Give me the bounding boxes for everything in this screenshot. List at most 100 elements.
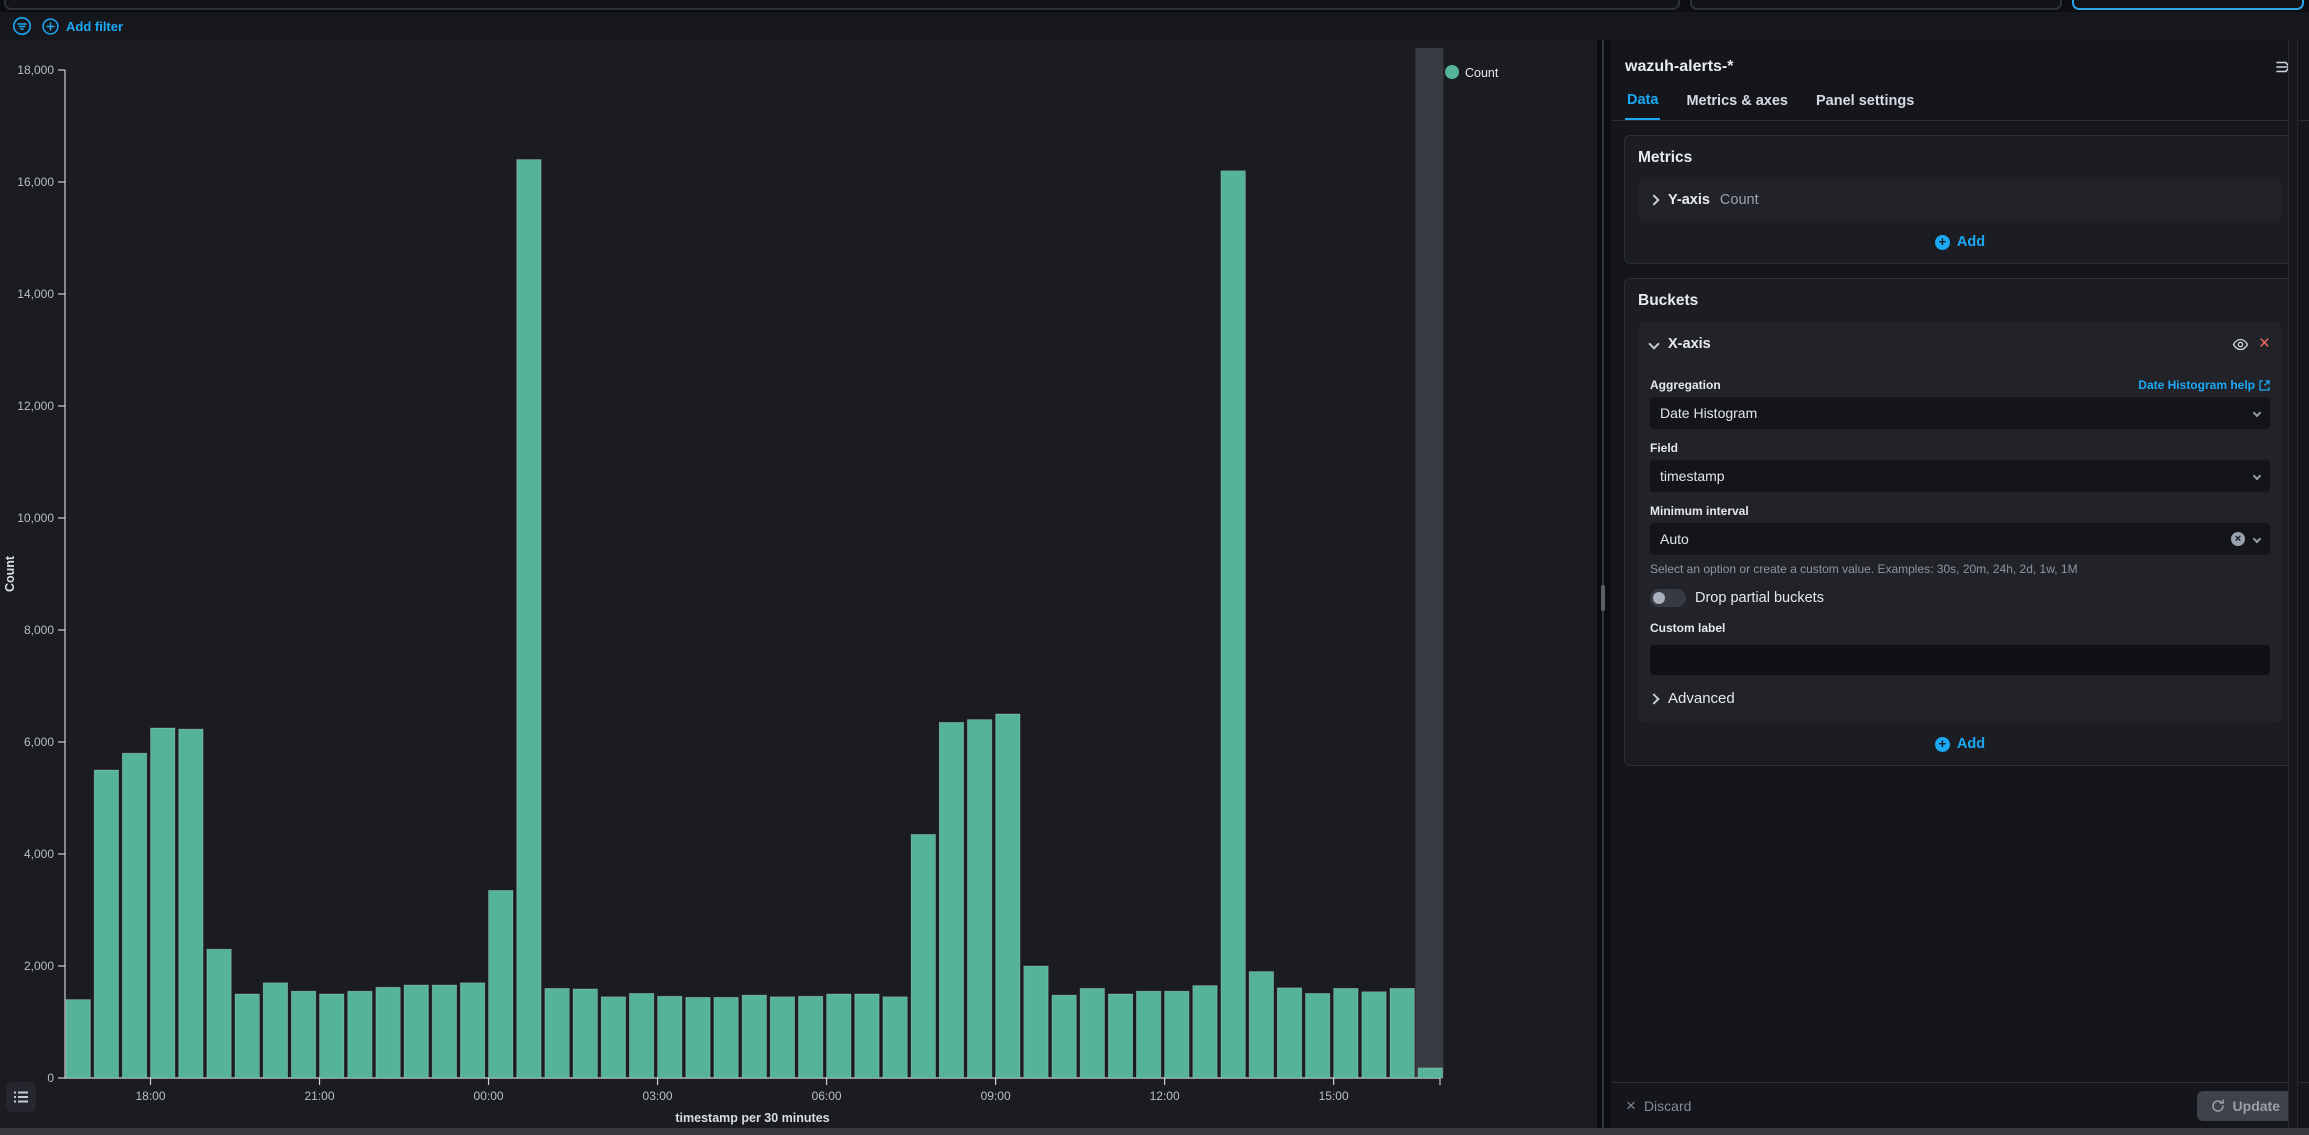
min-interval-combobox[interactable]: Auto × — [1650, 523, 2270, 555]
histogram-bar — [686, 997, 710, 1078]
resizer-grip[interactable] — [1601, 585, 1605, 611]
custom-label-input[interactable] — [1650, 645, 2270, 675]
histogram-bar — [348, 991, 372, 1078]
histogram-bar — [1024, 966, 1048, 1078]
histogram-bar — [996, 714, 1020, 1078]
x-tick-label: 12:00 — [1150, 1089, 1180, 1103]
histogram-bar — [207, 949, 231, 1078]
discard-label: Discard — [1644, 1098, 1691, 1114]
metrics-heading: Metrics — [1638, 149, 2282, 167]
histogram-bar — [122, 753, 146, 1078]
xaxis-accordion-header[interactable]: X-axis × — [1650, 322, 2270, 366]
index-pattern-title: wazuh-alerts-* — [1625, 58, 1733, 76]
external-link-icon — [2259, 380, 2270, 391]
drop-partial-buckets-toggle[interactable] — [1650, 589, 1686, 607]
update-button[interactable]: Update — [2197, 1091, 2294, 1121]
field-value: timestamp — [1660, 468, 2254, 484]
histogram-bar — [658, 996, 682, 1078]
tab-metrics-axes[interactable]: Metrics & axes — [1684, 92, 1790, 120]
histogram-bar — [798, 996, 822, 1078]
toggle-visibility-eye-icon[interactable] — [2232, 336, 2249, 353]
histogram-bar — [601, 997, 625, 1078]
tab-data[interactable]: Data — [1625, 92, 1660, 120]
add-metric-button[interactable]: + Add — [1935, 234, 1985, 250]
panel-resizer[interactable] — [1597, 40, 1611, 1128]
filter-bar: Add filter — [0, 12, 2309, 40]
histogram-bar — [489, 890, 513, 1078]
histogram-bar — [1418, 1068, 1442, 1078]
histogram-bar — [320, 994, 344, 1078]
app-window: Add filter 02,0004,0006,0008,00010,00012… — [0, 0, 2309, 1135]
histogram-bar — [235, 994, 259, 1078]
tab-panel-settings[interactable]: Panel settings — [1814, 92, 1916, 120]
discard-button[interactable]: × Discard — [1626, 1098, 1691, 1114]
xaxis-title: X-axis — [1668, 336, 1711, 352]
y-tick-label: 14,000 — [17, 287, 54, 301]
chevron-right-icon — [1648, 194, 1659, 205]
histogram-bar — [94, 770, 118, 1078]
remove-bucket-icon[interactable]: × — [2259, 337, 2270, 351]
histogram-chart[interactable]: 02,0004,0006,0008,00010,00012,00014,0001… — [0, 40, 1597, 1128]
histogram-bar — [573, 989, 597, 1078]
custom-label-label: Custom label — [1650, 621, 1725, 635]
advanced-accordion[interactable]: Advanced — [1650, 675, 2270, 709]
saved-filters-icon[interactable] — [12, 16, 32, 36]
histogram-bar — [1193, 986, 1217, 1078]
update-query-button-edge — [2072, 0, 2304, 10]
histogram-bar — [517, 160, 541, 1078]
add-filter-label: Add filter — [66, 19, 123, 34]
clear-selection-icon[interactable]: × — [2231, 532, 2245, 546]
field-label: Field — [1650, 441, 1678, 455]
xaxis-bucket-panel: X-axis × Aggregation Date Histogram help — [1638, 322, 2282, 723]
editor-header: wazuh-alerts-* — [1611, 40, 2309, 76]
x-tick-label: 15:00 — [1319, 1089, 1349, 1103]
y-tick-label: 6,000 — [24, 735, 54, 749]
drop-partial-buckets-label: Drop partial buckets — [1695, 590, 1824, 606]
x-tick-label: 03:00 — [643, 1089, 673, 1103]
histogram-bar — [1249, 972, 1273, 1078]
histogram-bar — [545, 988, 569, 1078]
panel-scrollbar[interactable] — [2288, 40, 2298, 1128]
y-tick-label: 12,000 — [17, 399, 54, 413]
y-tick-label: 8,000 — [24, 623, 54, 637]
x-tick-label: 00:00 — [474, 1089, 504, 1103]
field-select[interactable]: timestamp — [1650, 460, 2270, 492]
y-tick-label: 4,000 — [24, 847, 54, 861]
editor-panel: wazuh-alerts-* Data Metrics & axes Panel… — [1611, 40, 2309, 1128]
refresh-icon — [2211, 1099, 2225, 1113]
histogram-bar — [742, 995, 766, 1078]
histogram-bar — [1108, 994, 1132, 1078]
metrics-section: Metrics Y-axis Count + Add — [1624, 135, 2296, 264]
histogram-bar — [827, 994, 851, 1078]
buckets-section: Buckets X-axis × Aggregation — [1624, 278, 2296, 766]
x-axis-title: timestamp per 30 minutes — [675, 1111, 829, 1125]
histogram-bar — [770, 997, 794, 1078]
help-link-label: Date Histogram help — [2138, 378, 2255, 392]
add-metric-label: Add — [1957, 234, 1985, 250]
add-bucket-button[interactable]: + Add — [1935, 736, 1985, 752]
histogram-bar — [404, 985, 428, 1078]
histogram-bar — [883, 997, 907, 1078]
histogram-bar — [151, 728, 175, 1078]
histogram-bar — [911, 834, 935, 1078]
advanced-label: Advanced — [1668, 690, 1735, 707]
add-filter-button[interactable]: Add filter — [42, 18, 123, 35]
buckets-heading: Buckets — [1638, 292, 2282, 310]
datepicker-edge — [1690, 0, 2062, 10]
aggregation-value: Date Histogram — [1660, 405, 2254, 421]
histogram-bar — [1305, 993, 1329, 1078]
plus-circle-icon: + — [1935, 737, 1950, 752]
legend-toggle-button[interactable] — [6, 1082, 36, 1112]
histogram-bar — [291, 991, 315, 1078]
chart-panel: 02,0004,0006,0008,00010,00012,00014,0001… — [0, 40, 1597, 1128]
histogram-bar — [263, 983, 287, 1078]
aggregation-select[interactable]: Date Histogram — [1650, 397, 2270, 429]
date-histogram-help-link[interactable]: Date Histogram help — [2138, 378, 2270, 392]
chevron-down-icon — [2253, 535, 2261, 543]
x-tick-label: 06:00 — [812, 1089, 842, 1103]
histogram-bar — [967, 720, 991, 1078]
chevron-right-icon — [1648, 693, 1659, 704]
metric-yaxis-row[interactable]: Y-axis Count — [1638, 179, 2282, 221]
chevron-down-icon — [1648, 338, 1659, 349]
window-bottom-edge — [0, 1128, 2309, 1135]
